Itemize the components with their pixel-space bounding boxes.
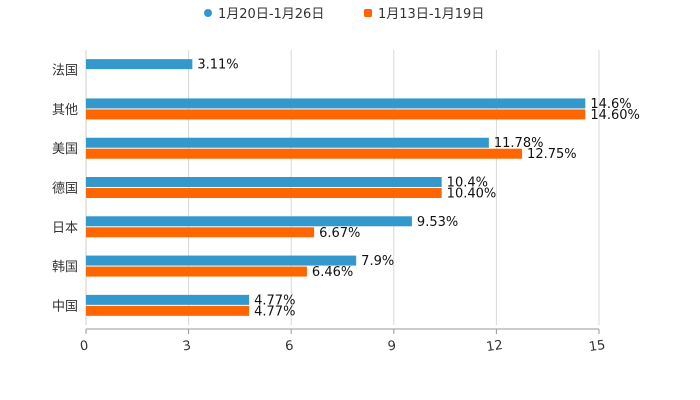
bar xyxy=(86,137,489,148)
category-label: 中国 xyxy=(52,299,78,314)
bar xyxy=(86,227,315,238)
data-label: 14.60% xyxy=(590,108,640,123)
data-label: 3.11% xyxy=(197,58,238,73)
category-label: 德国 xyxy=(52,182,78,197)
data-label: 14.6% xyxy=(590,97,631,112)
legend-marker xyxy=(204,9,212,17)
x-tick-label: 0 xyxy=(79,338,89,354)
x-tick-label: 15 xyxy=(588,338,606,355)
data-label: 6.46% xyxy=(312,265,353,280)
bar xyxy=(86,294,250,305)
category-label: 法国 xyxy=(52,64,78,79)
legend-label: 1月13日-1月19日 xyxy=(378,7,484,22)
bar xyxy=(86,255,357,266)
bar xyxy=(86,216,412,227)
bar xyxy=(86,98,586,109)
data-label: 11.78% xyxy=(494,136,544,151)
bar xyxy=(86,59,193,70)
data-label: 12.75% xyxy=(527,147,577,162)
data-label: 9.53% xyxy=(417,215,458,230)
category-label: 其他 xyxy=(52,103,78,118)
data-label: 10.40% xyxy=(447,187,497,202)
legend-marker xyxy=(364,9,372,17)
bar xyxy=(86,109,586,120)
bar xyxy=(86,177,442,187)
x-tick-label: 6 xyxy=(284,338,294,354)
bar xyxy=(86,266,307,277)
bar xyxy=(86,188,442,198)
category-label: 日本 xyxy=(52,221,78,236)
data-label: 4.77% xyxy=(254,304,295,319)
bar xyxy=(86,148,523,159)
data-label: 6.67% xyxy=(319,226,360,241)
legend-label: 1月20日-1月26日 xyxy=(218,7,324,22)
category-label: 美国 xyxy=(52,142,78,157)
data-label: 7.9% xyxy=(361,254,394,269)
data-label: 10.4% xyxy=(447,176,488,191)
x-tick-label: 3 xyxy=(182,338,192,354)
data-label: 4.77% xyxy=(254,293,295,308)
bar xyxy=(86,305,250,316)
x-tick-label: 12 xyxy=(485,338,503,355)
x-tick-label: 9 xyxy=(387,338,397,354)
category-label: 韩国 xyxy=(52,260,78,275)
